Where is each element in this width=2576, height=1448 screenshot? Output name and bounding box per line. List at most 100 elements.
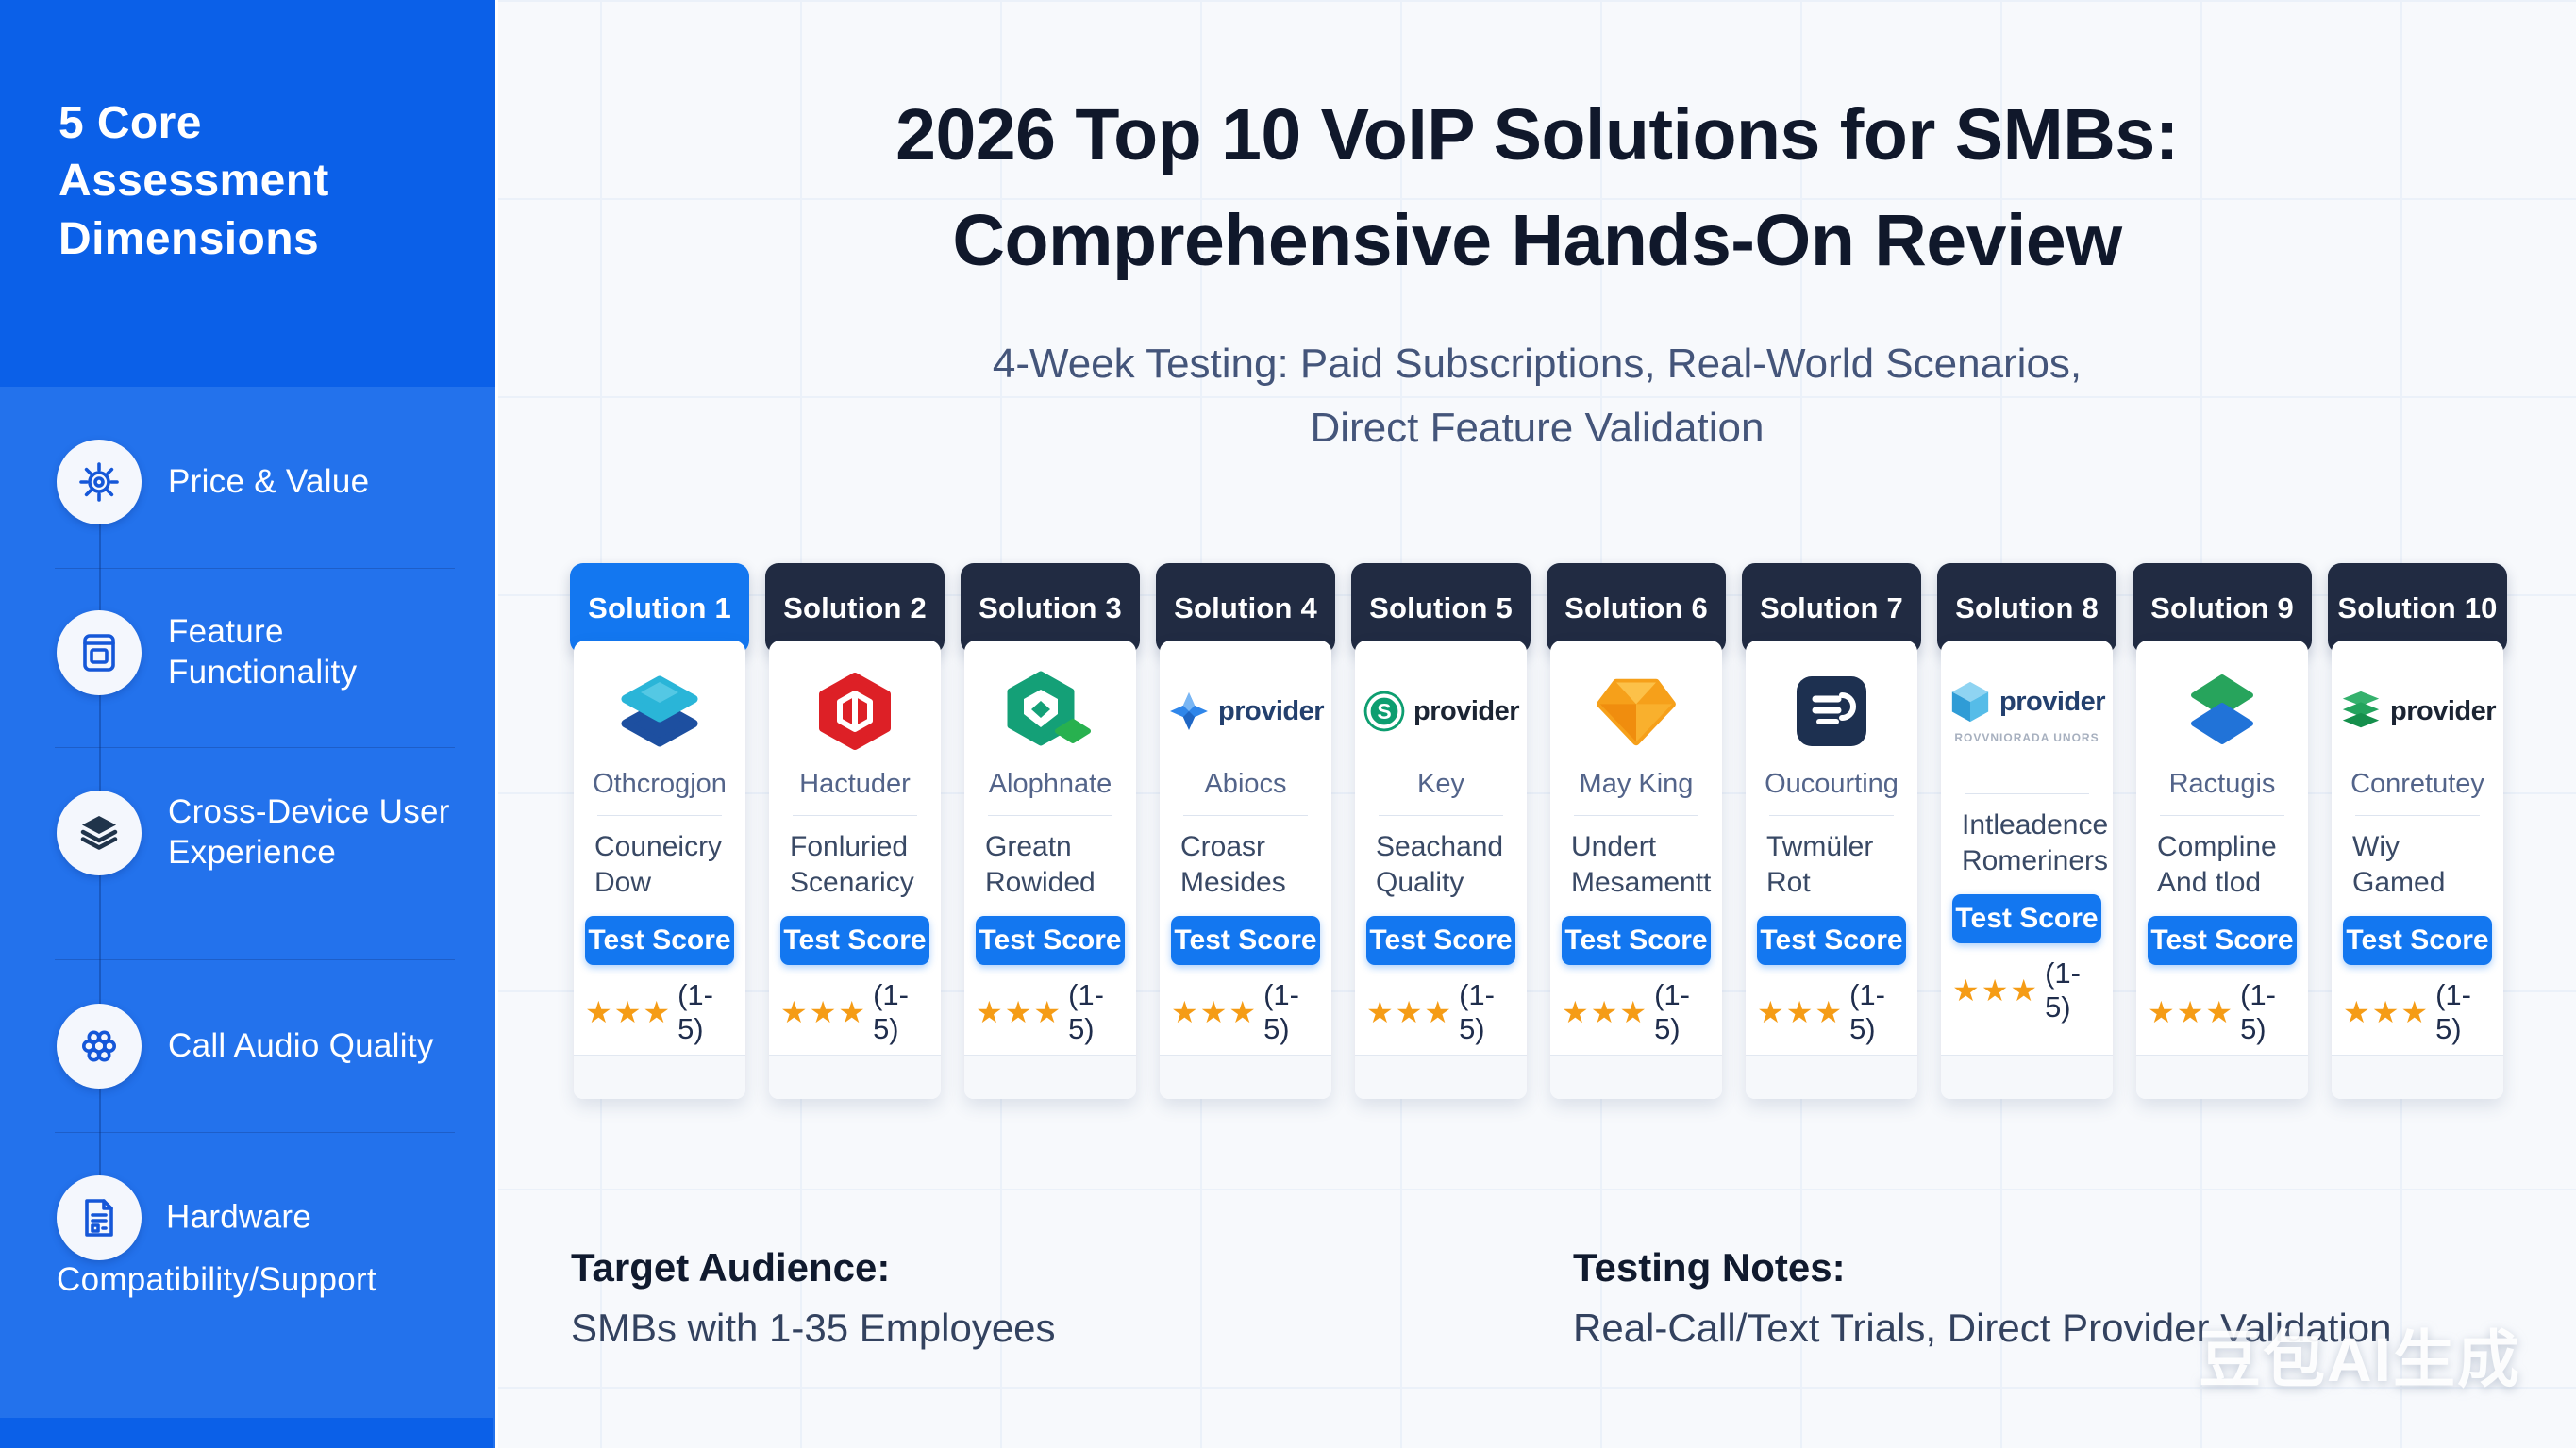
card-footer xyxy=(1746,1055,1917,1099)
card-footer xyxy=(574,1055,745,1099)
provider-logo-tagline: ROVVNIORADA UNORS xyxy=(1954,731,2099,744)
card-footer xyxy=(1355,1055,1527,1099)
solution-card-1: Solution 1 Othcrogjon Couneicry Dow Test… xyxy=(570,563,749,1099)
solution-card-body: May King Undert Mesamentt Test Score ★★★… xyxy=(1550,641,1722,1099)
divider xyxy=(793,815,917,816)
solution-card-body: Hactuder Fonluried Scenaricy Test Score … xyxy=(769,641,941,1099)
solution-card-header: Solution 7 xyxy=(1742,563,1921,654)
testing-notes-block: Testing Notes: Real-Call/Text Trials, Di… xyxy=(1573,1245,2392,1351)
rating-row: ★★★ (1-5) xyxy=(1757,978,1906,1046)
rating-scale: (1-5) xyxy=(677,978,713,1045)
test-score-button[interactable]: Test Score xyxy=(585,916,734,965)
page-subtitle-line2: Direct Feature Validation xyxy=(1310,405,1765,452)
test-score-button[interactable]: Test Score xyxy=(976,916,1125,965)
solution-title: Solution 6 xyxy=(1564,591,1708,624)
rating-row: ★★★ (1-5) xyxy=(585,978,734,1046)
solution-card-header: Solution 3 xyxy=(961,563,1140,654)
orange-gem-logo xyxy=(1593,656,1680,767)
solution-card-body: Oucourting Twmüler Rot Test Score ★★★ (1… xyxy=(1746,641,1917,1099)
provider-name: Key xyxy=(1417,769,1464,799)
provider-description: Undert Mesamentt xyxy=(1571,831,1712,899)
solution-title: Solution 9 xyxy=(2150,591,2294,624)
star-icon: ★★★ xyxy=(976,995,1063,1029)
rating-scale: (1-5) xyxy=(1068,978,1104,1045)
page-subtitle: 4-Week Testing: Paid Subscriptions, Real… xyxy=(498,332,2576,460)
sidebar: 5 Core Assessment Dimensions Price & Val… xyxy=(0,0,498,1448)
provider-description: Couneicry Dow xyxy=(594,831,723,899)
divider xyxy=(2160,815,2284,816)
notebook-icon xyxy=(57,610,142,695)
solution-card-4: Solution 4 provider Abiocs Croasr Meside… xyxy=(1156,563,1335,1099)
page-title: 2026 Top 10 VoIP Solutions for SMBs: Com… xyxy=(498,83,2576,293)
provider-description: Seachand Quality xyxy=(1376,831,1504,899)
star-icon: ★★★ xyxy=(2343,995,2431,1029)
green-blue-diamonds-logo xyxy=(2183,656,2262,767)
rating-row: ★★★ (1-5) xyxy=(1171,978,1320,1046)
rating-row: ★★★ (1-5) xyxy=(2343,978,2492,1046)
provider-name: Oucourting xyxy=(1765,769,1899,799)
solution-card-body: Ractugis Compline And tlod Test Score ★★… xyxy=(2136,641,2308,1099)
card-footer xyxy=(2136,1055,2308,1099)
solution-card-header: Solution 10 xyxy=(2328,563,2507,654)
test-score-button[interactable]: Test Score xyxy=(1366,916,1515,965)
sidebar-item-label: Cross-Device User Experience xyxy=(168,793,450,871)
provider-logo-text: provider xyxy=(1999,686,2106,717)
provider-name: Othcrogjon xyxy=(593,769,727,799)
solution-title: Solution 7 xyxy=(1760,591,1903,624)
test-score-button[interactable]: Test Score xyxy=(2343,916,2492,965)
test-score-button[interactable]: Test Score xyxy=(1171,916,1320,965)
test-score-button[interactable]: Test Score xyxy=(1952,894,2101,943)
green-hexagon-shield-logo xyxy=(1003,656,1097,767)
test-score-button[interactable]: Test Score xyxy=(1757,916,1906,965)
ai-generated-watermark: 豆包AI生成 xyxy=(2199,1324,2521,1394)
page-subtitle-line1: 4-Week Testing: Paid Subscriptions, Real… xyxy=(992,341,2083,387)
provider-name: May King xyxy=(1579,769,1694,799)
rating-scale: (1-5) xyxy=(1654,978,1690,1045)
star-icon: ★★★ xyxy=(2148,995,2235,1029)
navy-document-logo xyxy=(1793,656,1870,767)
card-footer xyxy=(964,1055,1136,1099)
green-stack-logo: provider xyxy=(2339,656,2497,767)
provider-description: Intleadence Romeriners xyxy=(1962,809,2109,877)
gear-icon xyxy=(57,440,142,524)
test-score-button[interactable]: Test Score xyxy=(780,916,929,965)
rating-row: ★★★ (1-5) xyxy=(780,978,929,1046)
solution-card-header: Solution 2 xyxy=(765,563,945,654)
solution-card-header: Solution 8 xyxy=(1937,563,2116,654)
blue-diamond-logo: provider xyxy=(1167,656,1325,767)
solution-title: Solution 1 xyxy=(588,591,731,624)
card-footer xyxy=(1160,1055,1331,1099)
provider-name: Hactuder xyxy=(799,769,911,799)
divider xyxy=(55,1132,455,1133)
star-icon: ★★★ xyxy=(1757,995,1845,1029)
solution-card-body: Alophnate Greatn Rowided Test Score ★★★ … xyxy=(964,641,1136,1099)
sidebar-item-label: Price & Value xyxy=(168,462,370,500)
provider-description: Twmüler Rot xyxy=(1766,831,1874,899)
provider-name: Abiocs xyxy=(1204,769,1287,799)
solution-card-body: provider ROVVNIORADA UNORS Intleadence R… xyxy=(1941,641,2113,1099)
rating-scale: (1-5) xyxy=(2240,978,2276,1045)
solution-card-header: Solution 5 xyxy=(1351,563,1531,654)
divider xyxy=(988,815,1112,816)
provider-description: Greatn Rowided xyxy=(985,831,1096,899)
rating-row: ★★★ (1-5) xyxy=(2148,978,2297,1046)
blue-cube-logo: provider ROVVNIORADA UNORS xyxy=(1949,656,2106,767)
sidebar-item-cross-device-ux: Cross-Device User Experience xyxy=(57,791,472,875)
card-footer xyxy=(1550,1055,1722,1099)
provider-description: Croasr Mesides xyxy=(1180,831,1286,899)
sidebar-item-feature-functionality: Feature Functionality xyxy=(57,610,472,695)
test-score-button[interactable]: Test Score xyxy=(2148,916,2297,965)
provider-description: Wiy Gamed xyxy=(2352,831,2446,899)
rating-row: ★★★ (1-5) xyxy=(1562,978,1711,1046)
rating-scale: (1-5) xyxy=(873,978,909,1045)
page-title-line2: Comprehensive Hands-On Review xyxy=(952,199,2122,281)
rating-scale: (1-5) xyxy=(1263,978,1299,1045)
test-score-button[interactable]: Test Score xyxy=(1562,916,1711,965)
target-audience-label: Target Audience: xyxy=(571,1245,891,1290)
sidebar-header: 5 Core Assessment Dimensions xyxy=(0,0,495,387)
target-audience-block: Target Audience: SMBs with 1-35 Employee… xyxy=(571,1245,1056,1351)
star-icon: ★★★ xyxy=(1366,995,1454,1029)
rating-row: ★★★ (1-5) xyxy=(976,978,1125,1046)
divider xyxy=(1379,815,1503,816)
solution-title: Solution 8 xyxy=(1955,591,2099,624)
